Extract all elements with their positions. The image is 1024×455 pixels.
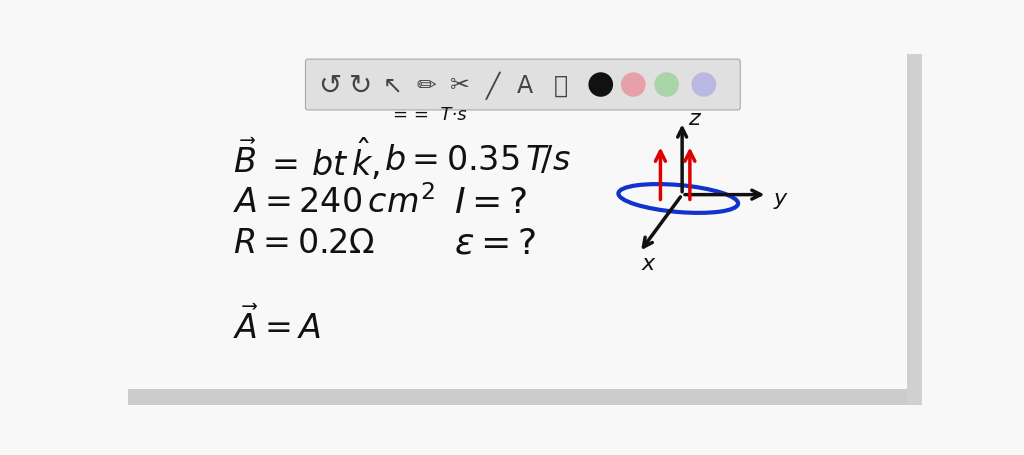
Text: $\varepsilon = ?$: $\varepsilon = ?$ — [454, 226, 536, 260]
Text: $= \,bt\,\hat{k},$: $= \,bt\,\hat{k},$ — [265, 137, 380, 183]
Text: $\vec{B}$: $\vec{B}$ — [232, 140, 256, 180]
Circle shape — [622, 74, 645, 97]
Text: ↖: ↖ — [383, 73, 402, 97]
Text: y: y — [773, 188, 786, 208]
Circle shape — [589, 74, 612, 97]
Text: $A = 240\,cm^2$: $A = 240\,cm^2$ — [232, 185, 434, 219]
Text: ✂: ✂ — [450, 73, 470, 97]
Text: ⬜: ⬜ — [553, 73, 567, 97]
Text: $I = ?$: $I = ?$ — [454, 185, 527, 219]
Circle shape — [655, 74, 678, 97]
Text: x: x — [642, 253, 655, 273]
Text: $b = 0.35\,T\!/s$: $b = 0.35\,T\!/s$ — [384, 143, 570, 177]
Text: A: A — [517, 73, 532, 97]
Text: = =  T·s: = = T·s — [393, 106, 467, 123]
Text: ↺: ↺ — [317, 71, 341, 99]
Text: ↻: ↻ — [349, 71, 372, 99]
FancyBboxPatch shape — [305, 60, 740, 111]
Text: z: z — [688, 108, 700, 128]
Text: ╱: ╱ — [485, 71, 500, 99]
Bar — [128, 389, 907, 405]
Text: ✏: ✏ — [417, 73, 436, 97]
Bar — [907, 55, 922, 405]
Circle shape — [692, 74, 716, 97]
Text: $R = 0.2\Omega$: $R = 0.2\Omega$ — [232, 227, 374, 259]
Text: $\vec{A} = A$: $\vec{A} = A$ — [232, 305, 321, 345]
